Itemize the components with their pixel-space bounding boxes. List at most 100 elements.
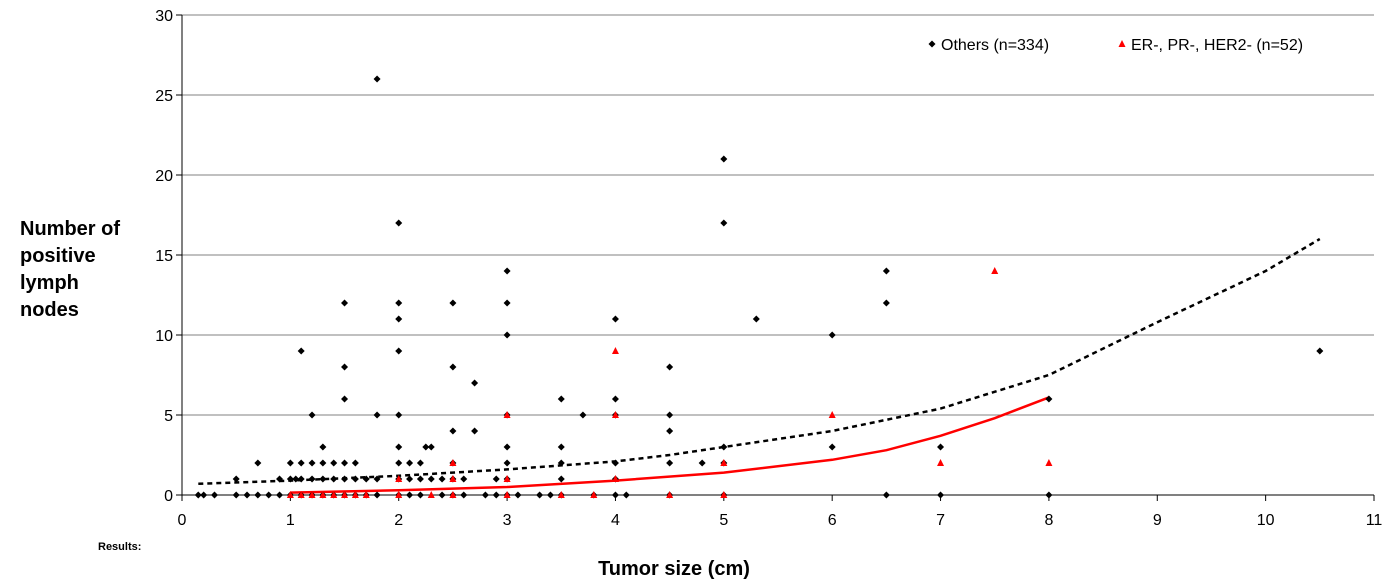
data-point-others — [438, 475, 446, 483]
legend-label: ER-, PR-, HER2- (n=52) — [1131, 37, 1303, 54]
data-point-triple-negative — [427, 491, 435, 498]
data-point-others — [1045, 395, 1053, 403]
data-point-others — [373, 475, 381, 483]
x-tick-label: 9 — [1153, 512, 1162, 529]
y-tick-label: 15 — [155, 248, 173, 265]
data-point-others — [460, 491, 468, 499]
trendline-triple-negative — [290, 396, 1050, 494]
axes — [176, 14, 1375, 501]
data-point-others — [416, 459, 424, 467]
y-axis-title-line: Number of — [20, 218, 120, 240]
data-point-triple-negative — [351, 491, 359, 498]
y-tick-label: 25 — [155, 88, 173, 105]
data-point-triple-negative — [720, 459, 728, 466]
data-point-others — [611, 459, 619, 467]
data-point-others — [406, 475, 414, 483]
data-point-triple-negative — [330, 491, 338, 498]
x-tick-label: 8 — [1044, 512, 1053, 529]
data-point-triple-negative — [1045, 459, 1053, 466]
data-point-triple-negative — [611, 411, 619, 418]
data-point-others — [611, 315, 619, 323]
data-point-triple-negative — [395, 475, 403, 482]
data-point-others — [351, 459, 359, 467]
data-point-others — [308, 459, 316, 467]
data-point-others — [297, 347, 305, 355]
data-point-others — [449, 363, 457, 371]
data-point-others — [194, 491, 202, 499]
data-point-others — [341, 395, 349, 403]
x-tick-label: 7 — [936, 512, 945, 529]
data-point-others — [427, 443, 435, 451]
data-point-others — [449, 299, 457, 307]
x-tick-label: 5 — [719, 512, 728, 529]
data-point-others — [330, 459, 338, 467]
data-points — [194, 75, 1324, 499]
x-tick-label: 6 — [828, 512, 837, 529]
data-point-others — [232, 475, 240, 483]
data-point-others — [720, 219, 728, 227]
data-point-triple-negative — [611, 347, 619, 354]
data-point-others — [395, 347, 403, 355]
x-tick-label: 0 — [178, 512, 187, 529]
data-point-triple-negative — [666, 491, 674, 498]
data-point-others — [330, 475, 338, 483]
data-point-others — [1045, 491, 1053, 499]
data-point-triple-negative — [503, 491, 511, 498]
gridlines — [182, 14, 1374, 416]
data-point-others — [471, 427, 479, 435]
data-point-others — [514, 491, 522, 499]
data-point-others — [319, 443, 327, 451]
data-point-others — [503, 267, 511, 275]
data-point-others — [341, 299, 349, 307]
y-tick-label: 10 — [155, 328, 173, 345]
data-point-triple-negative — [297, 491, 305, 498]
x-tick-label: 4 — [611, 512, 620, 529]
trendlines — [198, 237, 1321, 494]
data-point-triple-negative — [308, 491, 316, 498]
x-tick-label: 3 — [503, 512, 512, 529]
data-point-triple-negative — [286, 491, 294, 498]
data-point-others — [471, 379, 479, 387]
data-point-others — [460, 475, 468, 483]
data-point-others — [503, 299, 511, 307]
data-point-others — [666, 427, 674, 435]
x-tick-label: 11 — [1366, 512, 1383, 529]
y-axis-title: Number of positive lymph nodes — [20, 218, 120, 321]
data-point-others — [503, 459, 511, 467]
data-point-others — [557, 475, 565, 483]
data-point-others — [611, 491, 619, 499]
data-point-others — [276, 491, 284, 499]
data-point-others — [416, 475, 424, 483]
data-point-others — [351, 475, 359, 483]
data-point-triple-negative — [341, 491, 349, 498]
data-point-others — [395, 219, 403, 227]
y-tick-label: 20 — [155, 168, 173, 185]
data-point-others — [557, 443, 565, 451]
data-point-others — [828, 443, 836, 451]
data-point-others — [503, 443, 511, 451]
data-point-others — [395, 411, 403, 419]
data-point-others — [882, 491, 890, 499]
data-point-others — [362, 475, 370, 483]
data-point-others — [937, 443, 945, 451]
data-point-others — [319, 475, 327, 483]
data-point-others — [536, 491, 544, 499]
data-point-others — [395, 459, 403, 467]
data-point-others — [492, 491, 500, 499]
legend-marker-others — [928, 40, 936, 48]
data-point-triple-negative — [449, 491, 457, 498]
data-point-others — [297, 475, 305, 483]
data-point-triple-negative — [557, 491, 565, 498]
data-point-others — [373, 491, 381, 499]
data-point-others — [882, 299, 890, 307]
data-point-triple-negative — [828, 411, 836, 418]
data-point-others — [319, 459, 327, 467]
data-point-others — [341, 475, 349, 483]
data-point-triple-negative — [937, 459, 945, 466]
x-tick-label: 1 — [286, 512, 295, 529]
results-footnote: Results: — [98, 541, 141, 553]
data-point-others — [882, 267, 890, 275]
legend-marker-triple-negative — [1118, 40, 1126, 47]
data-point-others — [395, 315, 403, 323]
data-point-others — [427, 475, 435, 483]
